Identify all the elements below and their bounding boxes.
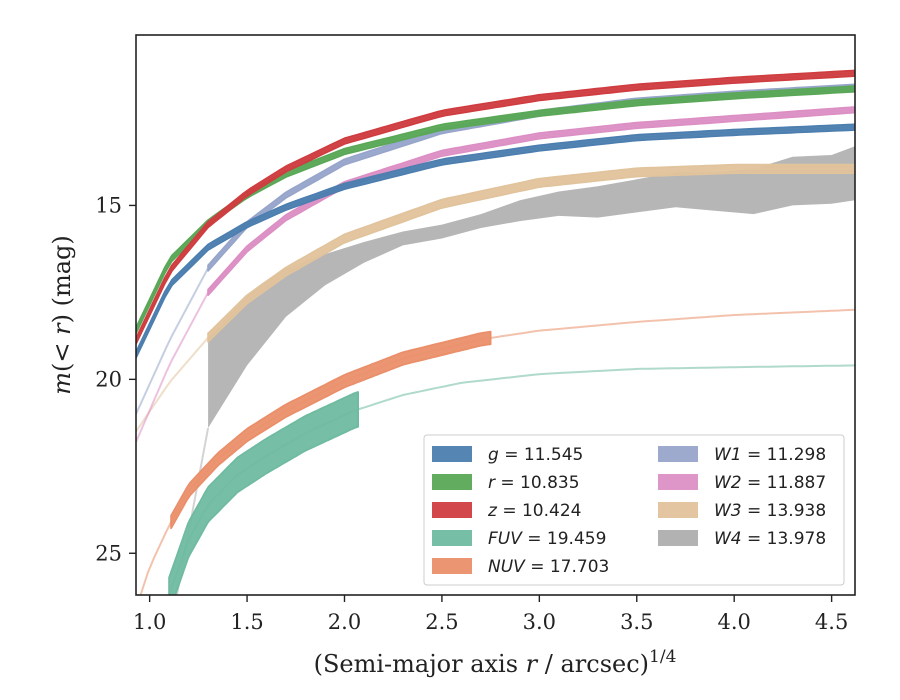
x-axis-ticks: 1.0 1.5 2.0 2.5 3.0 3.5 4.0 4.5 xyxy=(133,595,848,634)
legend-label: z = 10.424 xyxy=(487,501,581,521)
y-axis-ticks: 15 20 25 xyxy=(95,193,136,565)
legend-entry-z: z = 10.424 xyxy=(432,501,581,521)
legend-swatch xyxy=(658,446,698,462)
x-tick-label: 2.5 xyxy=(425,610,458,634)
y-axis-label: m(< r) (mag) xyxy=(48,235,76,395)
x-axis-label: (Semi-major axis r / arcsec)1/4 xyxy=(314,647,677,678)
x-tick-label: 4.5 xyxy=(815,610,848,634)
legend-entry-w4: W4 = 13.978 xyxy=(658,529,826,549)
series-w2-model xyxy=(136,108,855,443)
y-tick-label: 25 xyxy=(95,541,122,565)
legend-swatch xyxy=(432,474,472,490)
legend-entry-w2: W2 = 11.887 xyxy=(658,473,826,493)
y-tick-label: 15 xyxy=(95,193,122,217)
series-w2-measured xyxy=(207,106,855,297)
legend-entry-w3: W3 = 13.938 xyxy=(658,501,826,521)
series-w3 xyxy=(136,163,855,433)
series-z xyxy=(136,69,855,345)
series-nuv-measured xyxy=(170,330,492,530)
legend-entry-nuv: NUV = 17.703 xyxy=(432,557,609,577)
legend-swatch xyxy=(432,502,472,518)
series-g-measured xyxy=(136,123,855,359)
legend-label: W4 = 13.978 xyxy=(714,529,826,549)
y-tick-label: 20 xyxy=(95,367,122,391)
x-tick-label: 3.5 xyxy=(620,610,653,634)
x-tick-label: 1.5 xyxy=(230,610,263,634)
legend-label: NUV = 17.703 xyxy=(488,557,609,577)
legend: g = 11.545 r = 10.835 z = 10.424 FUV = 19.4… xyxy=(423,434,845,586)
series-r-measured xyxy=(136,85,855,335)
x-tick-label: 4.0 xyxy=(717,610,750,634)
series-w2 xyxy=(136,106,855,443)
legend-swatch xyxy=(432,558,472,574)
legend-entry-fuv: FUV = 19.459 xyxy=(432,529,606,549)
x-tick-label: 3.0 xyxy=(523,610,556,634)
legend-swatch xyxy=(658,474,698,490)
series-nuv xyxy=(139,308,855,595)
series-layer xyxy=(136,69,855,595)
series-fuv xyxy=(168,364,855,595)
legend-swatch xyxy=(658,502,698,518)
legend-label: W1 = 11.298 xyxy=(714,445,826,465)
plot-frame xyxy=(135,34,856,596)
legend-label: FUV = 19.459 xyxy=(488,529,606,549)
series-z-measured xyxy=(136,69,855,345)
series-g xyxy=(136,123,855,359)
x-tick-label: 2.0 xyxy=(328,610,361,634)
legend-swatch xyxy=(432,446,472,462)
legend-label: W2 = 11.887 xyxy=(714,473,826,493)
series-fuv-measured xyxy=(168,391,359,595)
series-w4-band xyxy=(208,146,855,428)
x-tick-label: 1.0 xyxy=(133,610,166,634)
series-w3-measured xyxy=(207,163,855,343)
legend-entry-w1: W1 = 11.298 xyxy=(658,445,826,465)
legend-label: g = 11.545 xyxy=(488,445,583,465)
legend-entry-g: g = 11.545 xyxy=(432,445,583,465)
legend-entry-r: r = 10.835 xyxy=(432,473,580,493)
legend-label: r = 10.835 xyxy=(488,473,580,493)
legend-swatch xyxy=(658,530,698,546)
legend-label: W3 = 13.938 xyxy=(714,501,826,521)
legend-swatch xyxy=(432,530,472,546)
